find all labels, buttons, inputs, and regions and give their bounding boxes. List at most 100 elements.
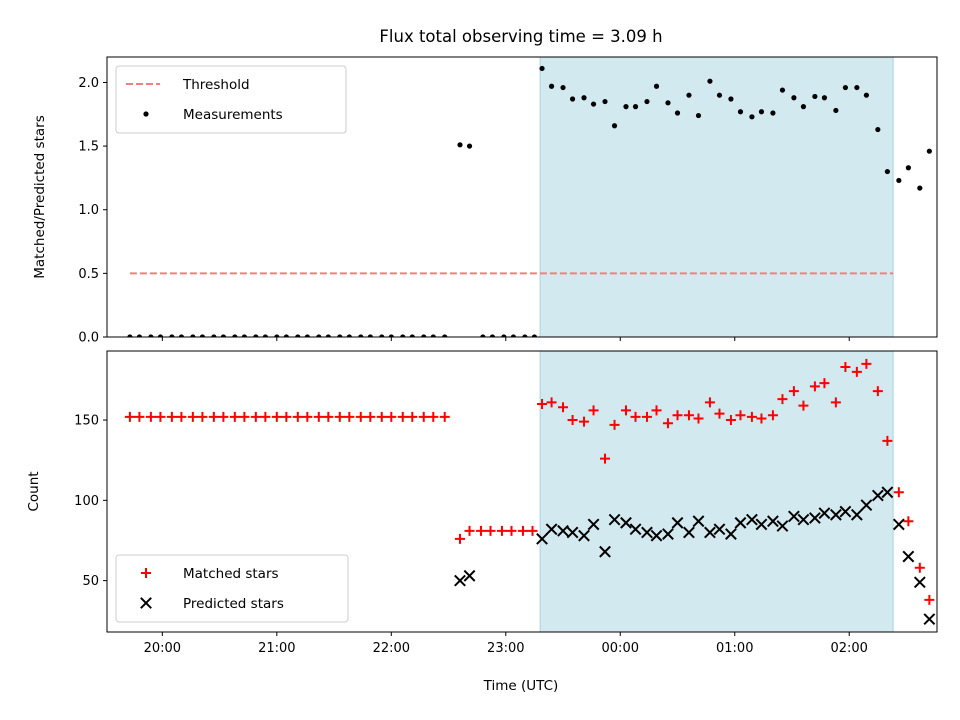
- legend-box: [115, 65, 347, 134]
- data-point: [651, 405, 662, 416]
- data-point: [337, 334, 343, 337]
- data-point: [325, 334, 331, 337]
- legend: Threshold Measurements: [115, 65, 347, 134]
- data-point: [641, 526, 653, 539]
- data-point: [376, 411, 387, 422]
- data-point: [746, 411, 757, 422]
- data-point: [557, 524, 569, 537]
- data-point: [344, 411, 355, 422]
- data-point: [208, 411, 219, 422]
- legend-marker: [143, 111, 149, 117]
- data-point: [924, 594, 935, 605]
- legend-label: Threshold: [182, 77, 250, 93]
- ratio-panel: 0.0 0.5 1.0 1.5 2.0 Matched/Predicted stars Th…: [32, 56, 938, 346]
- data-point: [818, 507, 831, 520]
- legend-box: [115, 554, 349, 623]
- x-tick-label: 02:00: [830, 641, 867, 656]
- data-point: [190, 334, 196, 337]
- data-point: [860, 499, 873, 512]
- legend: Matched stars Predicted stars: [115, 554, 349, 623]
- x-tick-label: 20:00: [144, 641, 181, 656]
- data-point: [176, 411, 187, 422]
- data-point: [842, 84, 849, 91]
- data-point: [295, 334, 301, 337]
- data-point: [567, 415, 578, 426]
- data-point: [545, 523, 558, 536]
- data-point: [409, 334, 415, 337]
- data-point: [839, 505, 852, 518]
- data-point: [620, 516, 632, 529]
- data-point: [926, 148, 932, 154]
- data-point: [407, 411, 418, 422]
- data-point: [510, 334, 517, 337]
- data-point: [262, 334, 268, 337]
- plot-area: [127, 65, 932, 337]
- data-point: [358, 334, 364, 337]
- data-point: [211, 334, 217, 337]
- data-point: [463, 569, 476, 582]
- plot-area: [124, 358, 936, 626]
- data-point: [388, 334, 394, 337]
- data-point: [903, 516, 914, 527]
- data-point: [686, 92, 692, 98]
- x-tick-label: 01:00: [716, 641, 753, 656]
- data-point: [770, 110, 776, 116]
- data-point: [178, 334, 185, 337]
- data-point: [707, 78, 713, 84]
- data-point: [850, 508, 863, 521]
- data-point: [758, 109, 765, 115]
- legend-label: Measurements: [183, 107, 283, 123]
- data-point: [735, 410, 746, 421]
- data-point: [501, 334, 507, 337]
- data-point: [546, 397, 557, 408]
- data-point: [881, 486, 894, 499]
- data-point: [134, 411, 145, 422]
- count-panel: 50 100 150 20:00 21:00 22:00 23:00 00:00 01:00 02…: [26, 350, 938, 656]
- data-point: [714, 408, 725, 419]
- data-point: [767, 410, 778, 421]
- data-point: [548, 83, 555, 89]
- data-point: [466, 143, 473, 149]
- data-point: [531, 334, 538, 337]
- data-point: [630, 411, 641, 422]
- data-point: [830, 397, 841, 408]
- x-tick-label: 21:00: [258, 641, 295, 656]
- data-point: [283, 334, 289, 337]
- data-point: [316, 334, 322, 337]
- data-point: [653, 83, 660, 89]
- data-point: [480, 334, 486, 337]
- data-point: [454, 574, 466, 587]
- data-point: [840, 362, 851, 373]
- data-point: [218, 411, 229, 422]
- data-point: [863, 92, 870, 98]
- data-point: [302, 411, 313, 422]
- series-matched-stars: [124, 358, 935, 605]
- data-point: [386, 411, 397, 422]
- data-point: [475, 525, 486, 536]
- data-point: [506, 525, 517, 536]
- data-point: [797, 513, 810, 526]
- data-point: [902, 550, 915, 563]
- x-tick-label: 00:00: [602, 641, 639, 656]
- data-point: [695, 112, 702, 119]
- data-point: [127, 334, 133, 337]
- legend-marker: [140, 597, 152, 609]
- data-point: [716, 92, 723, 98]
- data-point: [913, 576, 926, 589]
- data-point: [798, 400, 809, 411]
- data-point: [428, 411, 439, 422]
- y-tick-label: 100: [74, 494, 99, 509]
- data-point: [566, 526, 579, 539]
- data-point: [323, 411, 334, 422]
- data-point: [527, 525, 538, 536]
- data-point: [914, 562, 925, 573]
- data-point: [728, 96, 734, 102]
- data-point: [884, 168, 890, 175]
- data-point: [641, 411, 652, 422]
- data-point: [704, 397, 715, 408]
- data-point: [220, 334, 226, 337]
- data-point: [229, 411, 240, 422]
- data-point: [923, 613, 936, 626]
- data-point: [578, 529, 590, 542]
